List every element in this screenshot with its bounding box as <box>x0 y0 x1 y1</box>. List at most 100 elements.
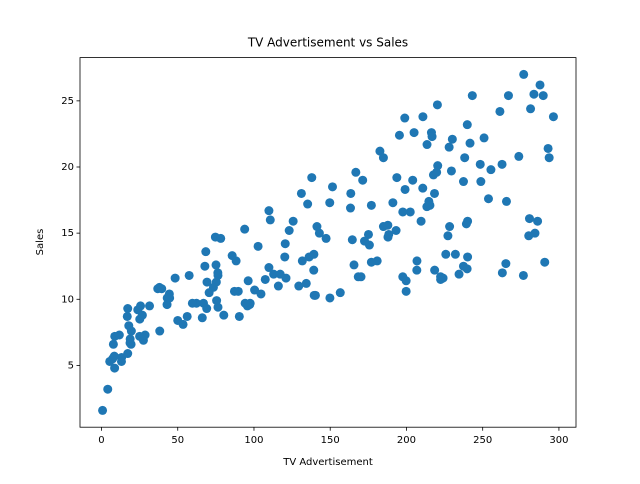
point <box>327 182 337 192</box>
point <box>530 228 540 238</box>
point <box>280 252 290 262</box>
point <box>335 288 345 298</box>
point <box>412 256 422 266</box>
point <box>123 349 133 359</box>
point <box>460 153 470 163</box>
point <box>412 265 422 275</box>
point <box>297 256 307 266</box>
point <box>98 405 108 415</box>
point <box>213 268 223 278</box>
x-tick-label: 250 <box>473 435 492 446</box>
x-tick-label: 300 <box>549 435 568 446</box>
point <box>182 311 192 321</box>
point <box>363 229 373 239</box>
point <box>405 207 415 217</box>
point <box>479 133 489 143</box>
point <box>436 274 446 284</box>
point <box>538 91 548 101</box>
point <box>408 175 418 185</box>
x-tick-label: 0 <box>98 435 104 446</box>
point <box>462 120 472 130</box>
point <box>467 91 477 101</box>
point <box>366 200 376 210</box>
point <box>197 313 207 323</box>
point <box>110 363 120 373</box>
y-tick-label: 5 <box>68 360 74 371</box>
point <box>264 263 274 273</box>
point <box>294 281 304 291</box>
point <box>501 259 511 269</box>
point <box>430 265 440 275</box>
point <box>548 112 558 122</box>
point <box>394 130 404 140</box>
point <box>157 284 167 294</box>
point <box>265 215 275 225</box>
point <box>486 165 496 175</box>
point <box>173 315 183 325</box>
point <box>463 252 473 262</box>
point <box>170 273 180 283</box>
x-tick-label: 50 <box>171 435 184 446</box>
point <box>483 194 493 204</box>
point <box>125 338 135 348</box>
point <box>465 138 475 148</box>
point <box>388 198 398 208</box>
point <box>495 106 505 116</box>
point <box>123 304 133 314</box>
point <box>422 140 432 150</box>
point <box>391 225 401 235</box>
point <box>358 175 368 185</box>
point <box>211 260 221 270</box>
point <box>184 270 194 280</box>
point <box>264 206 274 216</box>
point <box>462 264 472 274</box>
point <box>114 330 124 340</box>
point <box>155 326 165 336</box>
point <box>202 304 212 314</box>
point <box>497 268 507 278</box>
point <box>432 167 442 177</box>
point <box>307 173 317 183</box>
point <box>475 159 485 169</box>
point <box>401 286 411 296</box>
point <box>325 198 335 208</box>
point <box>347 235 357 245</box>
point <box>514 151 524 161</box>
point <box>346 188 356 198</box>
point <box>122 311 132 321</box>
y-tick-label: 20 <box>61 162 74 173</box>
point <box>441 249 451 259</box>
axes-frame <box>79 57 577 428</box>
point <box>136 301 146 311</box>
point <box>461 219 471 229</box>
y-tick-label: 10 <box>61 294 74 305</box>
point <box>116 356 126 366</box>
point <box>351 167 361 177</box>
point <box>234 311 244 321</box>
point <box>501 196 511 206</box>
point <box>378 153 388 163</box>
point <box>416 216 426 226</box>
point <box>375 146 385 156</box>
point <box>418 183 428 193</box>
point <box>503 91 513 101</box>
point <box>165 293 175 303</box>
point <box>383 220 393 230</box>
point <box>216 233 226 243</box>
point <box>400 113 410 123</box>
point <box>187 298 197 308</box>
point <box>301 278 311 288</box>
y-axis-label: Sales <box>35 229 46 256</box>
point <box>366 257 376 267</box>
point <box>202 277 212 287</box>
point <box>229 286 239 296</box>
point <box>288 216 298 226</box>
point <box>321 233 331 243</box>
point <box>345 203 355 213</box>
point <box>309 249 319 259</box>
point <box>497 159 507 169</box>
point <box>109 351 119 361</box>
point <box>240 224 250 234</box>
point <box>398 272 408 282</box>
point <box>325 293 335 303</box>
